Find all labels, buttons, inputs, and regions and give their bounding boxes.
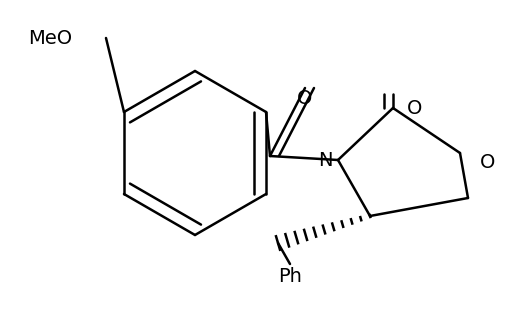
Text: N: N (318, 151, 332, 170)
Text: MeO: MeO (28, 29, 72, 48)
Text: O: O (407, 98, 422, 117)
Text: O: O (480, 154, 496, 173)
Text: O: O (297, 89, 312, 108)
Text: Ph: Ph (278, 266, 302, 285)
